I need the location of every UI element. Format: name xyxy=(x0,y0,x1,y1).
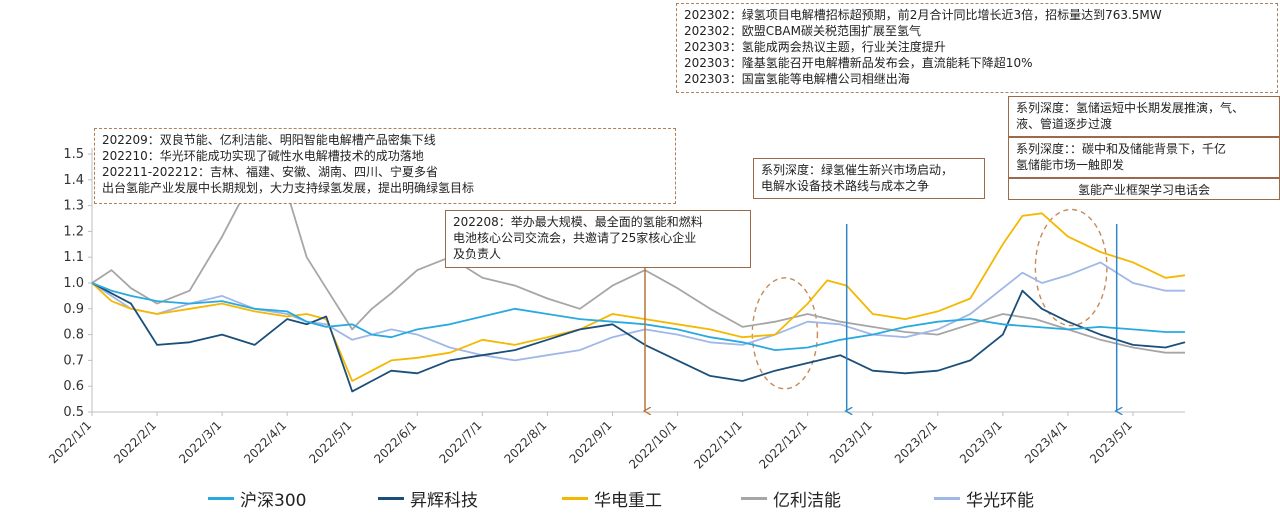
top-right-note-line: 202302：绿氢项目电解槽招标超预期，前2月合计同比增长近3倍，招标量达到76… xyxy=(684,8,1162,22)
x-tick-label: 2022/6/1 xyxy=(371,418,419,466)
legend-swatch xyxy=(208,497,234,500)
series-depth-1-note-line: 电解水设备技术路线与成本之争 xyxy=(761,179,930,193)
series-lines xyxy=(91,173,1186,393)
series-depth-3-note-line: 氢储能市场一触即发 xyxy=(1016,158,1125,172)
x-tick-label: 2022/12/1 xyxy=(756,418,809,471)
x-tick-label: 2022/9/1 xyxy=(567,418,615,466)
mid-note-line: 202208：举办最大规模、最全面的氢能和燃料 xyxy=(453,215,703,229)
legend-swatch xyxy=(741,497,767,500)
annotation-series-depth-1: 系列深度：绿氢催生新兴市场启动， 电解水设备技术路线与成本之争 xyxy=(753,158,985,199)
y-tick-label: 1.0 xyxy=(63,276,84,291)
legend-swatch xyxy=(562,497,588,500)
legend-label: 昇辉科技 xyxy=(410,491,478,511)
highlight-ellipses xyxy=(751,208,1108,390)
top-right-note-line: 202303：隆基氢能召开电解槽新品发布会，直流能耗下降超10% xyxy=(684,56,1033,70)
x-tick-label: 2022/7/1 xyxy=(436,418,484,466)
x-tick-label: 2022/10/1 xyxy=(626,418,679,471)
series-line-2 xyxy=(91,212,1186,382)
series-depth-1-note-line: 系列深度：绿氢催生新兴市场启动， xyxy=(761,163,954,177)
series-line-0 xyxy=(91,282,1185,351)
annotation-conference: 氢能产业框架学习电话会 xyxy=(1008,178,1280,200)
legend-label: 华光环能 xyxy=(966,491,1034,511)
x-tick-label: 2023/5/1 xyxy=(1087,418,1135,466)
legend-label: 沪深300 xyxy=(240,491,307,511)
y-tick-label: 1.2 xyxy=(63,224,84,239)
mid-note-line: 及负责人 xyxy=(453,247,502,261)
series-depth-2-note-line: 系列深度：氢储运短中长期发展推演，气、 xyxy=(1016,101,1245,115)
annotation-upper-left: 202209：双良节能、亿利洁能、明阳智能电解槽产品密集下线 202210：华光环… xyxy=(94,128,676,204)
y-tick-label: 0.9 xyxy=(63,302,84,317)
mid-note-line: 电池核心公司交流会，共邀请了25家核心企业 xyxy=(453,231,697,245)
x-tick-label: 2022/3/1 xyxy=(176,418,224,466)
x-tick-label: 2022/11/1 xyxy=(691,418,744,471)
series-line-1 xyxy=(91,282,1186,393)
legend-label: 亿利洁能 xyxy=(773,491,841,511)
highlight-ellipse xyxy=(1034,208,1108,327)
event-arrows xyxy=(645,224,1117,411)
legend-item: 华电重工 xyxy=(562,486,662,511)
x-tick-label: 2023/2/1 xyxy=(892,418,940,466)
top-right-note-line: 202303：国富氢能等电解槽公司相继出海 xyxy=(684,72,910,86)
annotation-top-right: 202302：绿氢项目电解槽招标超预期，前2月合计同比增长近3倍，招标量达到76… xyxy=(676,3,1278,93)
series-depth-3-note-line: 系列深度：：碳中和及储能背景下，千亿 xyxy=(1016,142,1227,156)
y-tick-label: 0.5 xyxy=(63,405,84,420)
x-tick-label: 2022/1/1 xyxy=(46,418,94,466)
legend-item: 华光环能 xyxy=(934,486,1034,511)
annotation-series-depth-2: 系列深度：氢储运短中长期发展推演，气、 液、管道逐步过渡 xyxy=(1008,96,1280,137)
y-tick-label: 0.6 xyxy=(63,379,84,394)
annotation-mid: 202208：举办最大规模、最全面的氢能和燃料 电池核心公司交流会，共邀请了25家… xyxy=(445,210,751,268)
y-tick-label: 1.3 xyxy=(63,199,84,214)
y-tick-label: 1.4 xyxy=(63,173,84,188)
x-tick-label: 2022/4/1 xyxy=(241,418,289,466)
x-tick-label: 2023/3/1 xyxy=(957,418,1005,466)
upper-left-note-line: 出台氢能产业发展中长期规划，大力支持绿氢发展，提出明确绿氢目标 xyxy=(102,181,475,195)
annotation-series-depth-3: 系列深度：：碳中和及储能背景下，千亿 氢储能市场一触即发 xyxy=(1008,137,1280,178)
conference-label: 氢能产业框架学习电话会 xyxy=(1077,183,1210,197)
x-tick-label: 2022/5/1 xyxy=(306,418,354,466)
y-tick-label: 0.8 xyxy=(63,328,84,343)
legend-swatch xyxy=(934,497,960,500)
y-tick-label: 1.1 xyxy=(63,250,84,265)
legend-item: 昇辉科技 xyxy=(378,486,478,511)
x-tick-label: 2023/4/1 xyxy=(1022,418,1070,466)
y-tick-label: 0.7 xyxy=(63,353,84,368)
upper-left-note-line: 202210：华光环能成功实现了碱性水电解槽技术的成功落地 xyxy=(102,149,424,163)
x-tick-label: 2022/8/1 xyxy=(502,418,550,466)
x-tick-label: 2023/1/1 xyxy=(827,418,875,466)
legend-label: 华电重工 xyxy=(594,491,662,511)
x-tick-label: 2022/2/1 xyxy=(111,418,159,466)
legend-item: 亿利洁能 xyxy=(741,486,841,511)
top-right-note-line: 202303：氢能成两会热议主题，行业关注度提升 xyxy=(684,40,946,54)
y-tick-label: 1.5 xyxy=(63,147,84,162)
upper-left-note-line: 202209：双良节能、亿利洁能、明阳智能电解槽产品密集下线 xyxy=(102,133,436,147)
legend: 沪深300 昇辉科技 华电重工 亿利洁能 华光环能 xyxy=(0,486,1280,512)
legend-swatch xyxy=(378,497,404,500)
series-depth-2-note-line: 液、管道逐步过渡 xyxy=(1016,117,1113,131)
legend-item: 沪深300 xyxy=(208,486,306,511)
highlight-ellipse xyxy=(751,277,819,390)
upper-left-note-line: 202211-202212：吉林、福建、安徽、湖南、四川、宁夏多省 xyxy=(102,165,438,179)
top-right-note-line: 202302：欧盟CBAM碳关税范围扩展至氢气 xyxy=(684,24,921,38)
